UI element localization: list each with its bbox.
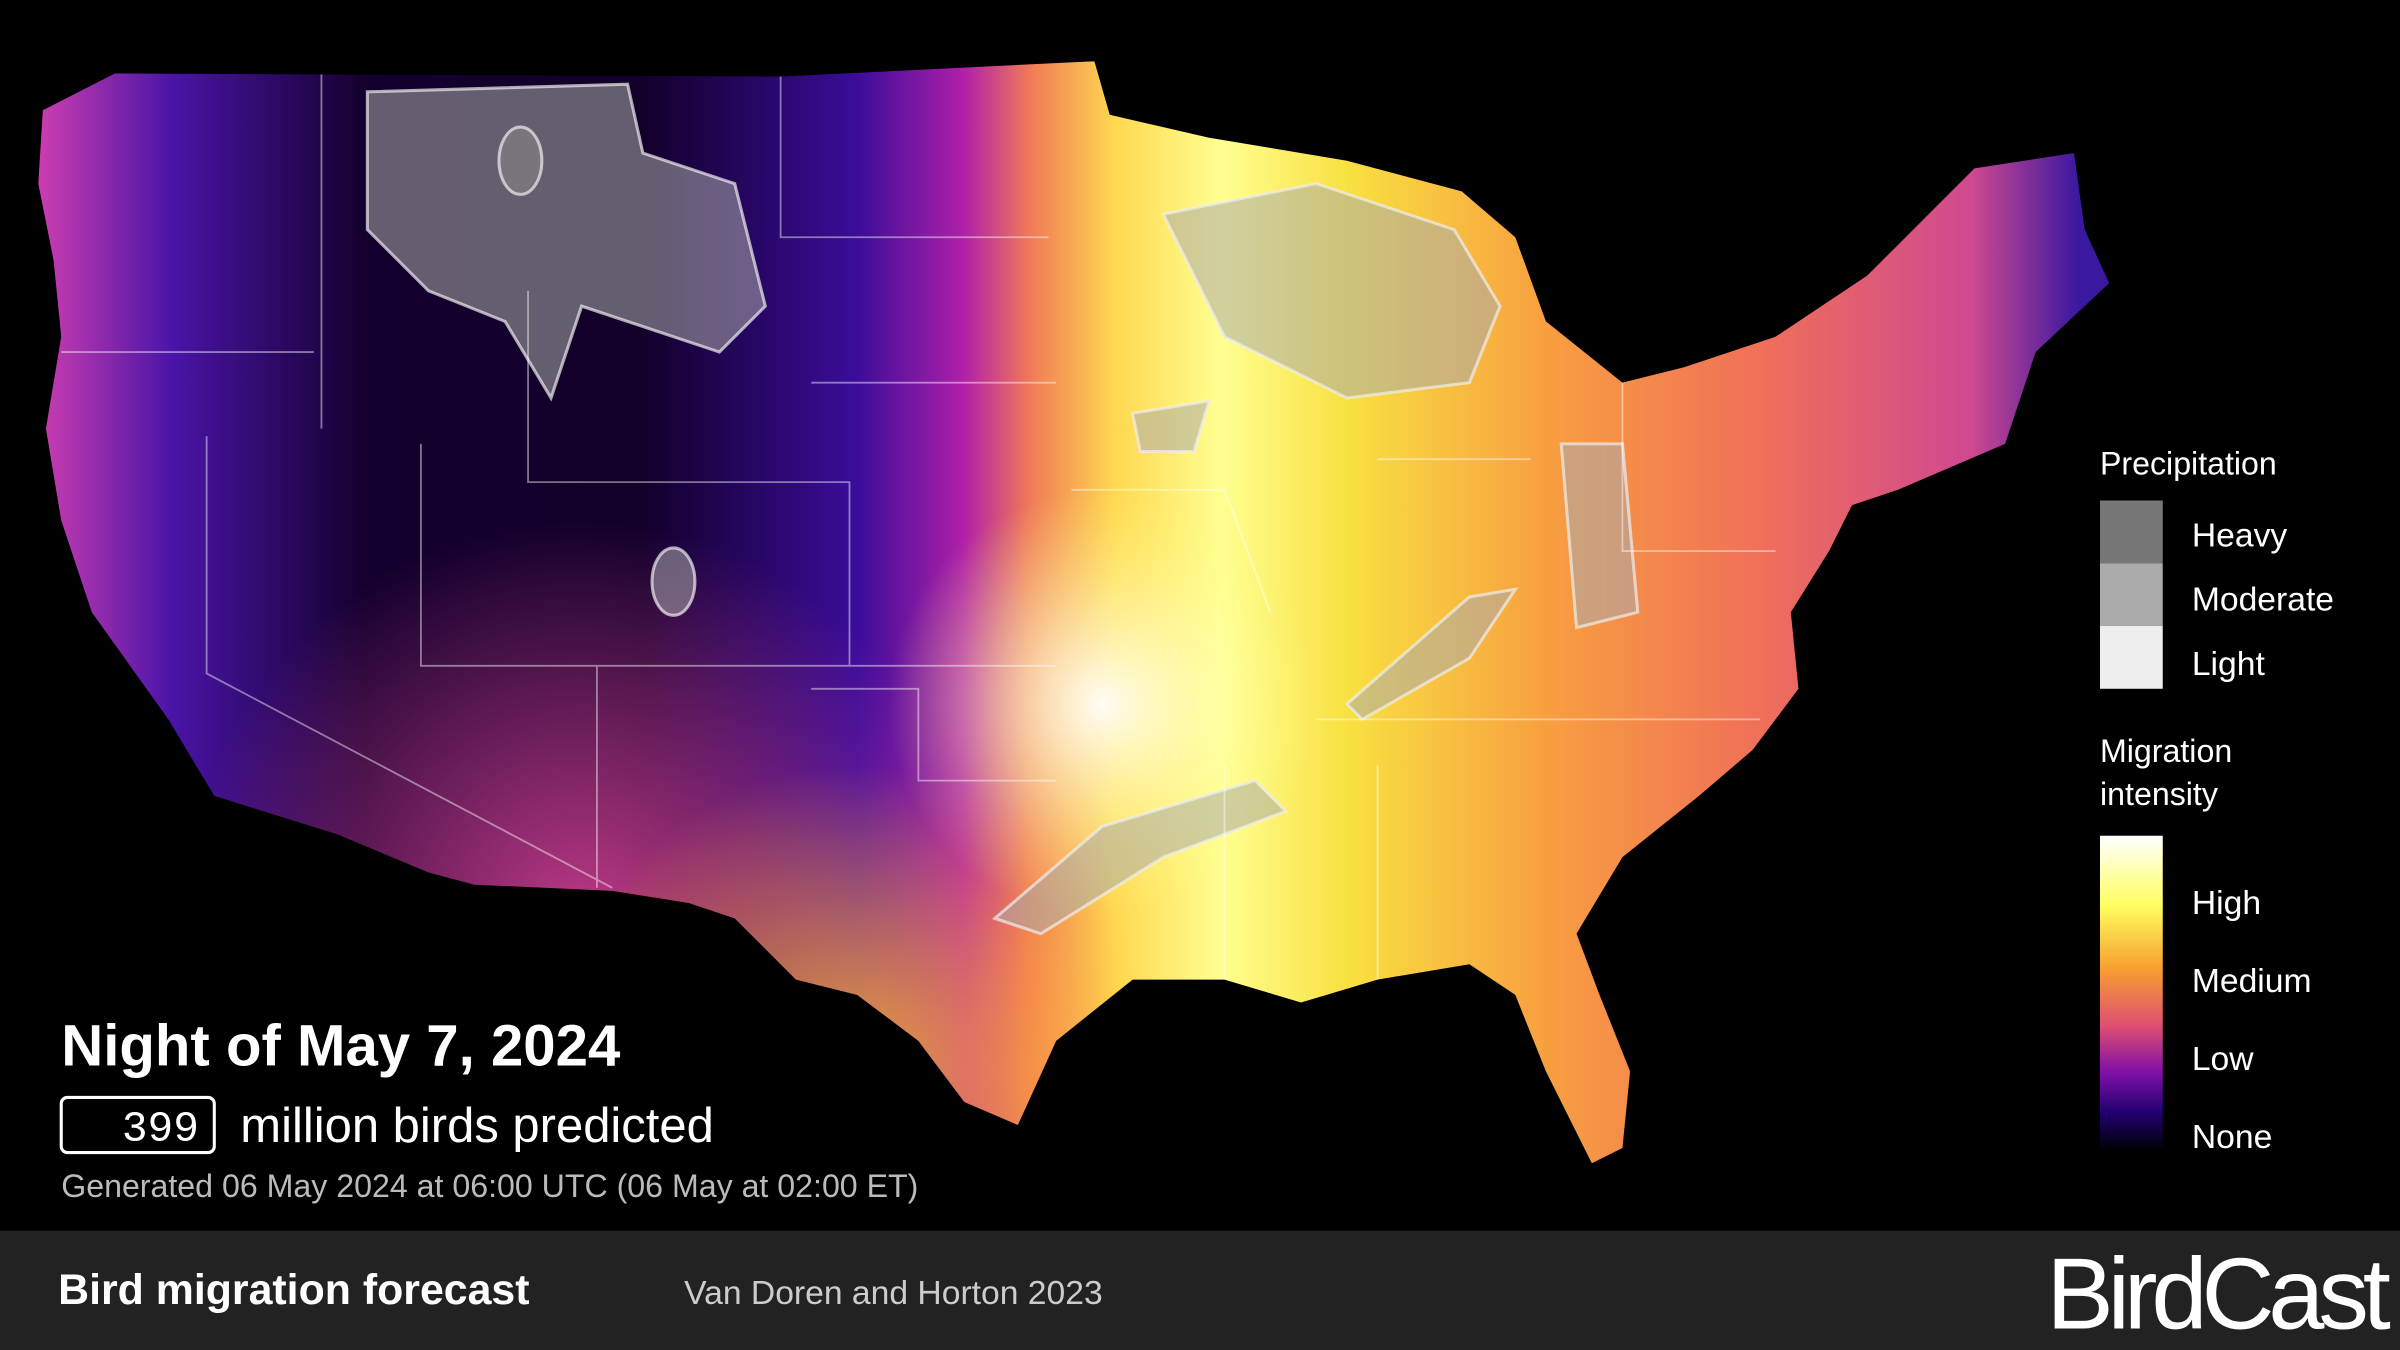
count-caption: million birds predicted	[240, 1099, 714, 1153]
legend-label: Light	[2192, 646, 2266, 683]
swatch	[2100, 626, 2163, 689]
precipitation	[365, 82, 1640, 936]
swatch	[2100, 500, 2163, 564]
legend-label: Moderate	[2192, 582, 2334, 619]
legend-label: Heavy	[2192, 517, 2288, 554]
swatch	[2100, 563, 2163, 627]
legend-title-box: Migration intensity	[2100, 734, 2233, 813]
footer-title: Bird migration forecast	[58, 1266, 529, 1314]
night-title: Night of May 7, 2024	[61, 1013, 621, 1078]
legend: Precipitation Heavy Moderate Light Migra…	[2100, 445, 2334, 1156]
footer: Bird migration forecast Van Doren and Ho…	[0, 1230, 2400, 1350]
legend-label: None	[2192, 1119, 2272, 1156]
generated-note: Generated 06 May 2024 at 06:00 UTC (06 M…	[61, 1168, 918, 1204]
legend-label: Low	[2192, 1041, 2254, 1078]
footer-bar	[0, 1230, 2400, 1350]
legend-label: High	[2192, 885, 2261, 922]
citation: Van Doren and Horton 2023	[684, 1275, 1102, 1312]
legend-label: Medium	[2192, 963, 2312, 1000]
count-box	[59, 1095, 216, 1155]
legend-title: Precipitation	[2100, 445, 2277, 481]
color-bar	[2100, 835, 2163, 1152]
bird-count: 399	[122, 1104, 199, 1153]
state-borders	[61, 73, 1776, 980]
legend-title: Migration intensity	[2100, 734, 2233, 813]
brand-logo: BirdCast	[2046, 1239, 2390, 1350]
